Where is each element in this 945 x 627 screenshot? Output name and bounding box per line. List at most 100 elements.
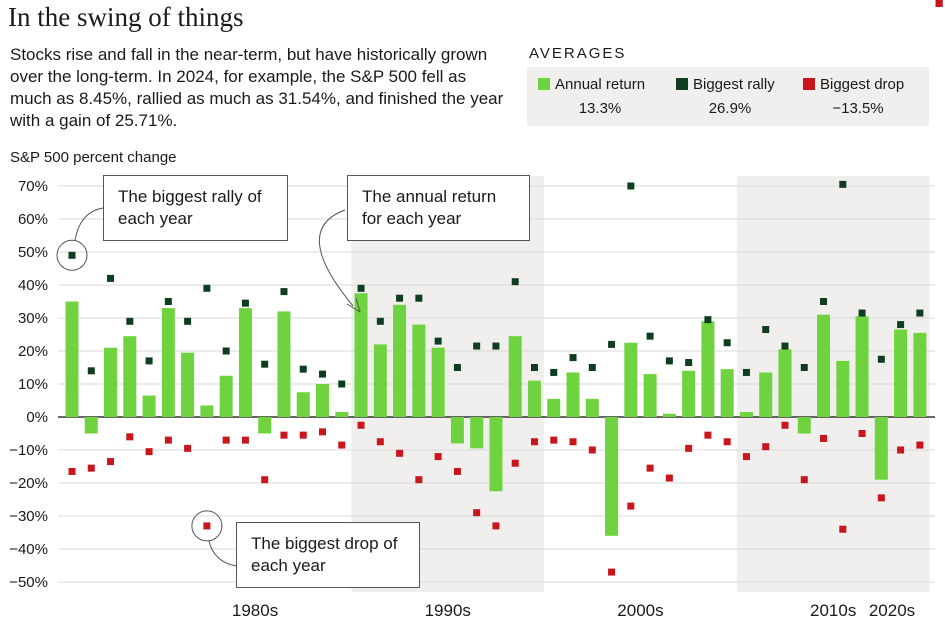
biggest-drop-point — [376, 438, 384, 446]
biggest-rally-point — [319, 370, 327, 378]
biggest-drop-point — [415, 476, 423, 484]
biggest-drop-point — [916, 441, 924, 449]
y-tick-label: 20% — [18, 343, 48, 360]
annual-return-bar — [489, 417, 503, 492]
biggest-rally-point — [107, 274, 115, 282]
biggest-rally-point — [800, 364, 808, 371]
biggest-rally-point — [415, 294, 423, 302]
rally-highlight-circle — [56, 239, 88, 271]
biggest-rally-point — [588, 364, 596, 371]
annual-return-bar — [219, 375, 233, 417]
biggest-rally-point — [858, 309, 866, 317]
biggest-drop-point — [800, 476, 808, 484]
biggest-rally-point — [627, 182, 635, 190]
biggest-drop-point — [646, 464, 654, 472]
annual-return-bar — [701, 321, 715, 417]
annual-return-bar — [855, 316, 869, 417]
biggest-drop-swatch — [803, 78, 815, 90]
annual-return-bar — [739, 412, 753, 417]
biggest-rally-point — [877, 355, 885, 363]
annual-return-bar — [470, 417, 484, 449]
y-tick-label: 10% — [18, 376, 48, 393]
biggest-drop-point — [877, 494, 885, 502]
annual-return-bar — [393, 304, 407, 417]
biggest-drop-point — [685, 444, 693, 452]
biggest-rally-point — [280, 288, 288, 296]
arrowhead — [346, 297, 361, 313]
biggest-rally-point — [357, 284, 365, 292]
y-tick-label: −10% — [9, 442, 48, 459]
biggest-rally-point — [434, 337, 442, 345]
biggest-rally-point — [222, 347, 230, 355]
biggest-rally-point — [164, 298, 172, 305]
avg-annual-return-value: 13.3% — [578, 100, 622, 117]
decade-label: 1990s — [425, 601, 471, 620]
legend-annual-return: Annual return — [538, 76, 645, 93]
y-tick-label: 60% — [18, 211, 48, 228]
y-tick-label: −20% — [9, 475, 48, 492]
biggest-drop-point — [184, 444, 192, 452]
decade-label: 1980s — [232, 601, 278, 620]
avg-biggest-rally-value: 26.9% — [708, 100, 752, 117]
biggest-drop-point — [511, 459, 519, 467]
biggest-drop-point — [338, 441, 346, 449]
biggest-drop-point — [530, 438, 538, 446]
biggest-drop-point — [396, 449, 404, 457]
biggest-rally-point — [68, 251, 76, 259]
biggest-drop-point — [107, 458, 115, 466]
biggest-drop-point — [473, 509, 481, 517]
annual-return-bar — [373, 344, 387, 417]
annual-return-bar — [508, 336, 522, 417]
annual-return-bar — [335, 412, 349, 417]
biggest-drop-point — [68, 467, 76, 475]
annual-return-bar — [527, 380, 541, 417]
biggest-drop-point — [319, 428, 327, 436]
biggest-drop-point — [357, 421, 365, 429]
annual-return-bar — [161, 308, 175, 417]
biggest-drop-point — [145, 448, 153, 456]
y-tick-label: −40% — [9, 541, 48, 558]
annual-return-bar — [836, 360, 850, 417]
biggest-drop-point — [723, 438, 731, 446]
biggest-rally-point — [820, 298, 828, 305]
biggest-rally-point — [665, 357, 673, 365]
biggest-rally-point — [511, 278, 519, 286]
biggest-drop-point — [299, 431, 307, 439]
annual-return-swatch — [538, 78, 550, 90]
annual-return-bar — [566, 372, 580, 417]
annual-return-bar — [585, 398, 599, 417]
annual-return-bar — [412, 324, 426, 417]
drop-connector-line — [208, 540, 237, 567]
y-tick-label: 70% — [18, 178, 48, 195]
annual-return-bar — [65, 301, 79, 417]
annual-return-bar — [913, 332, 927, 417]
biggest-rally-point — [453, 364, 461, 371]
biggest-drop-point — [897, 446, 905, 454]
biggest-rally-point — [145, 357, 153, 365]
biggest-rally-swatch — [676, 78, 688, 90]
biggest-rally-point — [126, 317, 134, 325]
biggest-rally-point — [87, 367, 95, 375]
annual-return-bar — [181, 352, 195, 417]
biggest-drop-point — [280, 431, 288, 439]
annual-return-bar — [277, 311, 291, 417]
drop-highlight-circle — [191, 510, 223, 542]
biggest-drop-point — [839, 525, 847, 533]
biggest-rally-point — [762, 326, 770, 334]
biggest-drop-point — [935, 0, 943, 7]
decade-label: 2020s — [869, 601, 915, 620]
biggest-rally-point — [781, 342, 789, 350]
rally-connector-line — [74, 207, 104, 241]
biggest-rally-point — [646, 332, 654, 340]
y-tick-label: 50% — [18, 244, 48, 261]
biggest-drop-point — [126, 433, 134, 441]
y-tick-label: −30% — [9, 508, 48, 525]
biggest-drop-point — [820, 434, 828, 442]
annual-return-bar — [104, 347, 118, 417]
annual-return-bar — [296, 392, 310, 417]
biggest-rally-point — [550, 368, 558, 376]
biggest-rally-point — [261, 360, 269, 368]
legend-annual-return-label: Annual return — [555, 76, 646, 93]
averages-heading: AVERAGES — [529, 45, 627, 62]
